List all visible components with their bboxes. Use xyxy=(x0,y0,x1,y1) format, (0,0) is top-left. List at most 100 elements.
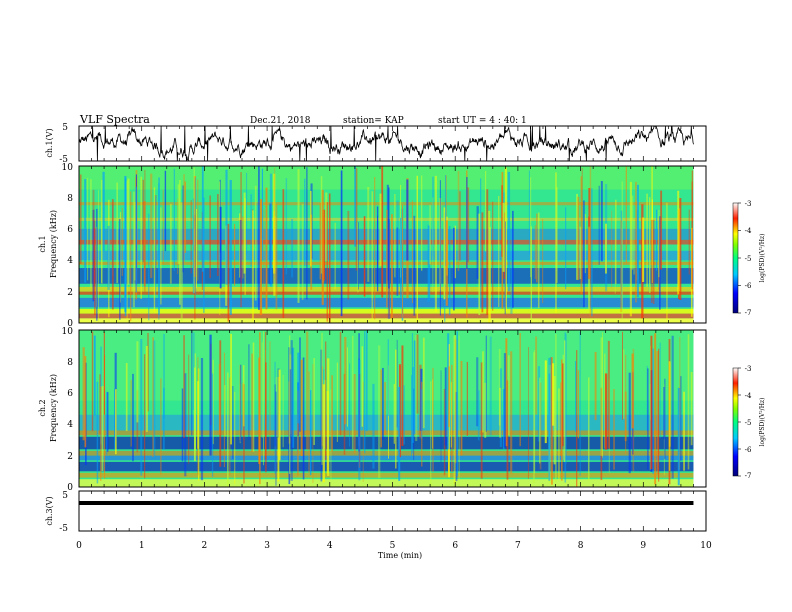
spectrogram-streak xyxy=(668,361,671,471)
spectrogram-streak xyxy=(234,391,236,485)
spectrogram-streak xyxy=(95,208,98,321)
spectrogram-streak xyxy=(492,201,494,311)
spectrogram-streak xyxy=(277,368,280,438)
spectrogram-streak xyxy=(277,376,280,482)
spectrogram-streak xyxy=(536,213,538,283)
spectrogram-streak xyxy=(132,191,135,308)
spectrogram-streak xyxy=(396,200,399,296)
x-tick-label-4: 4 xyxy=(327,541,333,551)
spectrogram-streak xyxy=(398,387,401,481)
x-tick-label-2: 2 xyxy=(202,541,208,551)
spectrogram-streak xyxy=(239,219,242,284)
spectrogram-streak xyxy=(261,342,263,438)
spectrogram-streak xyxy=(624,391,627,442)
spectrogram-streak xyxy=(321,366,324,447)
spectrogram-streak xyxy=(653,219,655,305)
spectrogram-streak xyxy=(636,201,638,281)
spectrogram-streak xyxy=(201,166,204,272)
spectrogram-streak xyxy=(614,220,616,294)
spectrogram-streak xyxy=(234,223,236,286)
spectrogram-streak xyxy=(242,216,244,279)
spectrogram-streak xyxy=(476,357,479,427)
spectrogram-streak xyxy=(269,341,271,454)
spectrogram-streak xyxy=(242,365,245,427)
spectrogram-streak xyxy=(611,210,613,288)
spectrogram-streak xyxy=(690,227,693,317)
spectrogram-streak xyxy=(344,336,347,425)
spectrogram-streak xyxy=(107,225,110,291)
spectrogram-streak xyxy=(447,333,450,450)
spectrogram-streak xyxy=(444,367,447,446)
spectrogram-band xyxy=(79,318,694,323)
spectrogram-streak xyxy=(459,191,461,261)
spectrogram-streak xyxy=(351,335,354,450)
ch3-ytick-bottom: -5 xyxy=(59,524,68,534)
spectrogram-streak xyxy=(421,175,423,271)
spectrogram-streak xyxy=(261,168,264,261)
x-tick-label-6: 6 xyxy=(452,541,458,551)
spectrogram-streak xyxy=(275,204,278,310)
spectrogram-streak xyxy=(347,210,350,300)
spectrogram-streak xyxy=(320,349,323,482)
spectrogram-streak xyxy=(134,201,136,281)
spectrogram-streak xyxy=(498,195,500,307)
spectrogram-streak xyxy=(450,382,452,448)
spectrogram-streak xyxy=(225,169,228,285)
spectrogram-streak xyxy=(504,167,507,312)
spectrogram-streak xyxy=(274,167,276,279)
spectrogram-streak xyxy=(177,184,180,265)
spectrogram-streak xyxy=(251,353,253,453)
spectrogram-streak xyxy=(193,167,195,293)
spectrogram-streak xyxy=(451,364,453,473)
spectrogram-streak xyxy=(274,361,276,474)
ch1-y-tick-labels: 0 2 4 6 8 10 xyxy=(62,163,74,329)
spectrogram-streak xyxy=(285,178,288,275)
ch2-colorbar: -3 -4 -5 -6 -7 log(PSD)(V²/Hz) xyxy=(732,365,766,480)
spectrogram-streak xyxy=(125,363,128,432)
spectrogram-streak xyxy=(244,198,246,295)
spectrogram-streak xyxy=(379,193,382,267)
spectrogram-streak xyxy=(304,178,306,267)
spectrogram-streak xyxy=(576,350,578,487)
spectrogram-band xyxy=(79,455,694,461)
spectrogram-streak xyxy=(191,330,193,436)
spectrogram-streak xyxy=(581,168,583,282)
spectrogram-streak xyxy=(312,364,314,483)
spectrogram-streak xyxy=(460,360,463,456)
header-station: station= KAP xyxy=(343,116,404,126)
spectrogram-streak xyxy=(100,179,103,283)
x-tick-label-0: 0 xyxy=(76,541,82,551)
spectrogram-streak xyxy=(631,195,634,270)
spectrogram-streak xyxy=(539,382,542,470)
spectrogram-streak xyxy=(391,214,393,319)
spectrogram-streak xyxy=(178,179,181,305)
spectrogram-band xyxy=(79,461,694,472)
spectrogram-streak xyxy=(291,347,295,448)
x-tick-label-8: 8 xyxy=(578,541,584,551)
spectrogram-streak xyxy=(173,168,175,271)
spectrogram-streak xyxy=(628,372,631,474)
spectrogram-streak xyxy=(620,210,623,303)
spectrogram-streak xyxy=(116,182,119,284)
spectrogram-streak xyxy=(538,377,541,464)
spectrogram-streak xyxy=(505,338,508,447)
spectrogram-streak xyxy=(200,357,204,481)
spectrogram-streak xyxy=(297,352,300,424)
spectrogram-streak xyxy=(457,171,460,272)
spectrogram-streak xyxy=(477,390,480,441)
spectrogram-streak xyxy=(454,339,457,464)
spectrogram-streak xyxy=(148,213,150,321)
spectrogram-streak xyxy=(227,372,229,486)
spectrogram-streak xyxy=(254,185,257,301)
spectrogram-streak xyxy=(183,174,185,263)
spectrogram-background xyxy=(79,330,694,487)
spectrogram-streak xyxy=(160,207,162,305)
spectrogram-streak xyxy=(420,389,423,439)
spectrogram-streak xyxy=(415,335,418,441)
spectrogram-streak xyxy=(242,382,244,437)
spectrogram-streak xyxy=(162,189,164,265)
spectrogram-band xyxy=(79,166,694,190)
spectrogram-streak xyxy=(553,375,556,465)
spectrogram-streak xyxy=(651,166,653,266)
spectrogram-streak xyxy=(506,380,509,480)
